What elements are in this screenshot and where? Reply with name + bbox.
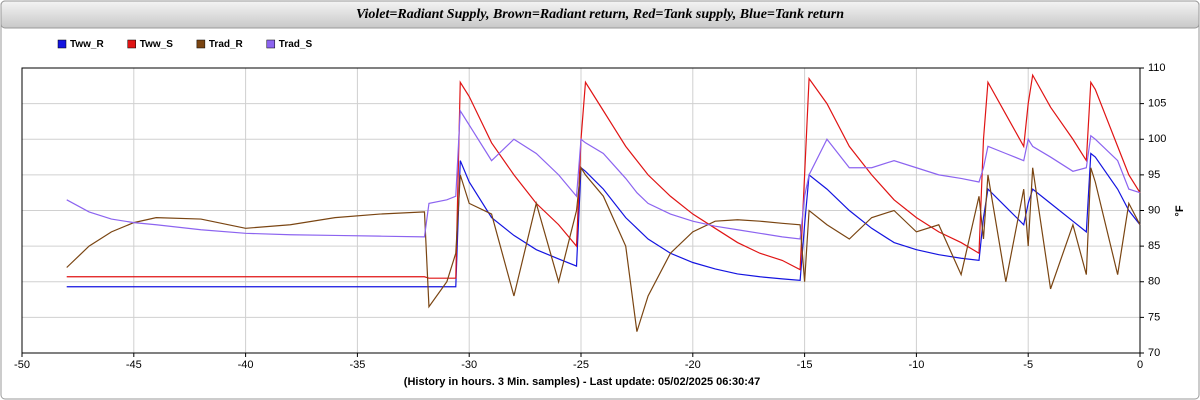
plot-border — [21, 67, 1141, 354]
legend-swatch — [127, 39, 136, 49]
legend-swatch — [266, 39, 276, 49]
x-tick-label: -45 — [126, 359, 142, 371]
x-tick-label: -40 — [238, 359, 254, 371]
data-line — [66, 108, 1141, 240]
x-tick-label: -20 — [685, 359, 701, 371]
x-tick-label: -50 — [14, 359, 30, 371]
x-tick-label: -15 — [797, 359, 813, 371]
y-tick-label: 75 — [1148, 311, 1160, 323]
y-axis-label: °F — [1174, 205, 1186, 216]
x-tick-label: -5 — [1023, 359, 1033, 371]
legend-label: Tww_R — [70, 39, 104, 50]
y-tick-label: 80 — [1148, 276, 1160, 288]
y-tick-label: 90 — [1148, 204, 1160, 216]
legend-swatch — [196, 39, 206, 49]
legend-label: Trad_R — [209, 39, 244, 50]
x-tick-label: -10 — [908, 359, 924, 371]
y-tick-label: 100 — [1148, 133, 1166, 145]
data-line — [66, 73, 1141, 279]
x-tick-label: -35 — [349, 359, 365, 371]
data-line — [66, 165, 1141, 332]
y-tick-label: 85 — [1148, 240, 1160, 252]
title-bar — [0, 0, 1200, 29]
y-tick-label: 105 — [1148, 98, 1166, 110]
x-axis-label: (History in hours. 3 Min. samples) - Las… — [404, 376, 760, 388]
chart-title: Violet=Radiant Supply, Brown=Radiant ret… — [356, 7, 844, 22]
y-tick-label: 110 — [1148, 62, 1166, 74]
legend-label: Trad_S — [279, 39, 313, 50]
legend-swatch — [57, 39, 67, 49]
x-tick-label: -25 — [573, 359, 589, 371]
x-tick-label: 0 — [1137, 359, 1143, 371]
y-tick-label: 70 — [1148, 347, 1160, 359]
y-tick-label: 95 — [1148, 169, 1160, 181]
legend-label: Tww_S — [140, 39, 173, 50]
x-tick-label: -30 — [461, 359, 477, 371]
